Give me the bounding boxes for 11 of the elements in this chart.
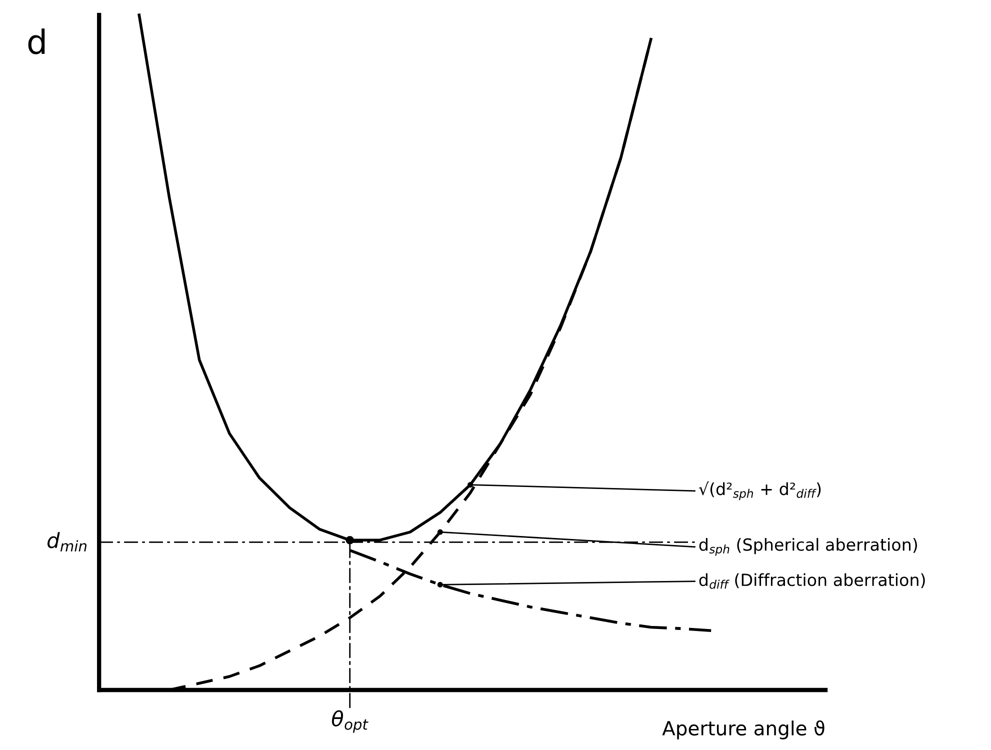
point xyxy=(346,536,354,544)
text: √(d²$_{sph}$ + d²$_{diff}$) xyxy=(698,481,821,500)
y-axis-title: d xyxy=(28,28,45,54)
point xyxy=(468,482,474,488)
point xyxy=(437,582,443,588)
ref-line-label: d$_{min}$ xyxy=(47,532,86,552)
x-axis-title: Aperture angle ϑ xyxy=(662,720,824,740)
text: d$_{diff}$ (Diffraction aberration) xyxy=(699,573,925,589)
point xyxy=(437,529,443,535)
text: θ$_{opt}$ xyxy=(332,710,368,733)
text: d$_{sph}$ (Spherical aberration) xyxy=(699,538,917,556)
